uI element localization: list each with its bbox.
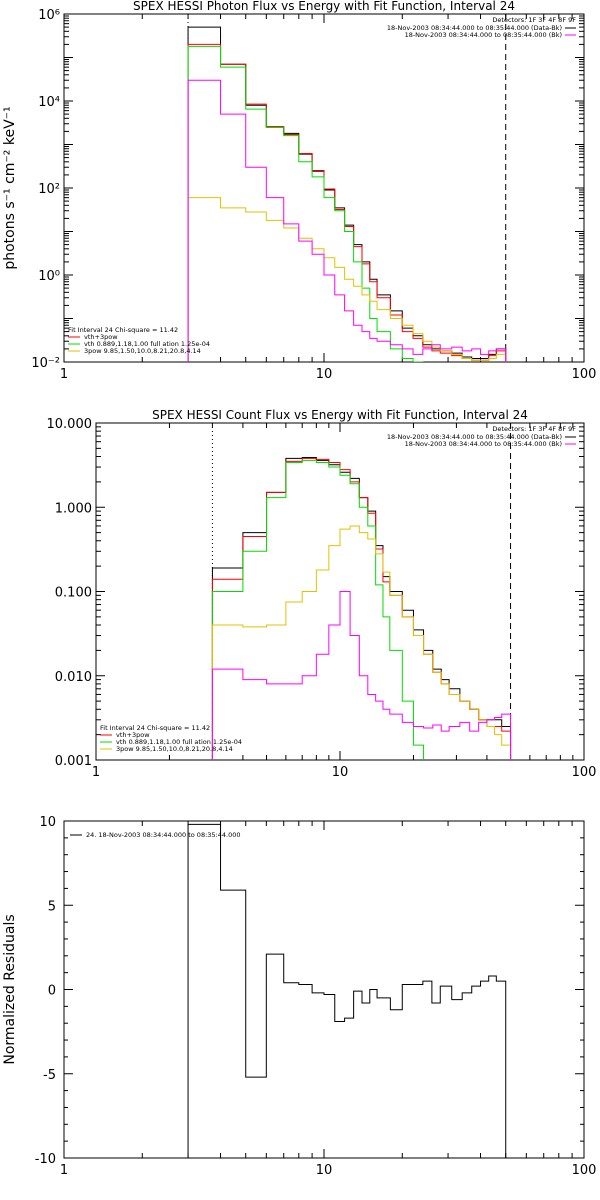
y-tick-label: 0: [48, 984, 56, 999]
x-axis: 1 10 100: [60, 821, 597, 1178]
legend-left-entry: 24. 18-Nov-2003 08:34:44.000 to 08:35:44…: [86, 831, 240, 839]
legend-left-entry: vth+3pow: [84, 333, 118, 341]
y-tick-label: 5: [48, 899, 56, 914]
legend-left-entry: vth 0.889,1.18,1.00 full ation 1.25e-04: [84, 340, 210, 348]
y-tick-label: 10⁴: [38, 95, 60, 110]
y-tick-label: 10²: [38, 182, 60, 197]
series-line-3: [211, 459, 425, 760]
y-tick-label: 10⁻²: [31, 356, 60, 371]
series-line-1: [187, 823, 507, 1158]
detectors-label: Detectors: 1F 3F 4F 8F 9F: [492, 425, 576, 433]
series-group: [187, 26, 507, 362]
series-line-4: [211, 525, 512, 760]
fit-header: Fit Interval 24 Chi-square = 11.42: [100, 724, 210, 732]
legend-left-entry: vth 0.889,1.18,1.00 full ation 1.25e-04: [116, 738, 242, 746]
legend-right-entry: 18-Nov-2003 08:34:44.000 to 08:35:44.000…: [405, 31, 562, 39]
series-line-1: [187, 26, 507, 362]
x-axis: 1 10 100: [92, 423, 597, 780]
y-tick-label: 0.010: [55, 670, 92, 685]
y-axis: 0.001 0.010 0.100 1.000 10.000: [47, 417, 584, 769]
legend-right-entry: 18-Nov-2003 08:34:44.000 to 08:35:44.000…: [387, 24, 562, 32]
x-tick-label: 100: [572, 367, 597, 382]
x-tick-label: 100: [572, 765, 597, 780]
y-axis-label: photons s⁻¹ cm⁻² keV⁻¹: [2, 106, 18, 269]
series-line-5: [187, 79, 507, 362]
y-axis: -10 -5 0 5 10: [35, 815, 584, 1167]
y-tick-label: 0.001: [55, 754, 92, 769]
series-line-2: [211, 457, 512, 760]
series-line-2: [187, 43, 507, 362]
chart-panel-1: SPEX HESSI Photon Flux vs Energy with Fi…: [2, 0, 596, 382]
detectors-label: Detectors: 1F 3F 4F 8F 9F: [492, 16, 576, 24]
x-tick-label: 100: [572, 1163, 597, 1178]
legend-right-entry: 18-Nov-2003 08:34:44.000 to 08:35:44.000…: [405, 440, 562, 448]
series-line-3: [187, 45, 424, 362]
y-axis-label: Normalized Residuals: [2, 914, 18, 1064]
chart-title: SPEX HESSI Photon Flux vs Energy with Fi…: [133, 0, 515, 13]
x-tick-label: 1: [60, 1163, 68, 1178]
legend-left-entry: 3pow 9.85,1.50,10.0,8.21,20.8,4.14: [84, 347, 201, 355]
x-axis: 1 10 100: [60, 14, 597, 382]
fit-header: Fit Interval 24 Chi-square = 11.42: [68, 326, 178, 334]
series-line-4: [187, 197, 507, 362]
series-line-5: [211, 591, 512, 760]
x-tick-label: 10: [332, 765, 349, 780]
chart-panel-3: 1 10 100 -10 -5 0 5 10 Normalized Residuals 24. 1…: [2, 815, 596, 1178]
x-tick-label: 10: [316, 1163, 333, 1178]
legend-right-entry: 18-Nov-2003 08:34:44.000 to 08:35:44.000…: [387, 433, 562, 441]
y-tick-label: 0.100: [55, 586, 92, 601]
y-tick-label: -10: [35, 1152, 56, 1167]
y-tick-label: 10: [39, 815, 56, 830]
chart-panel-2: SPEX HESSI Count Flux vs Energy with Fit…: [47, 408, 597, 780]
x-tick-label: 1: [60, 367, 68, 382]
y-tick-label: -5: [43, 1068, 56, 1083]
series-group: [187, 823, 507, 1158]
series-line-1: [211, 456, 512, 760]
y-tick-label: 1.000: [55, 501, 92, 516]
y-axis: 10⁻² 10⁰ 10² 10⁴ 10⁶: [31, 8, 584, 371]
x-tick-label: 1: [92, 765, 100, 780]
y-tick-label: 10.000: [47, 417, 93, 432]
chart-title: SPEX HESSI Count Flux vs Energy with Fit…: [152, 408, 528, 422]
x-tick-label: 10: [316, 367, 333, 382]
y-tick-label: 10⁰: [38, 269, 60, 284]
y-tick-label: 10⁶: [38, 8, 60, 23]
series-group: [211, 456, 512, 760]
legend-left-entry: vth+3pow: [116, 731, 150, 739]
legend-left-entry: 3pow 9.85,1.50,10.0,8.21,20.8,4.14: [116, 745, 233, 753]
